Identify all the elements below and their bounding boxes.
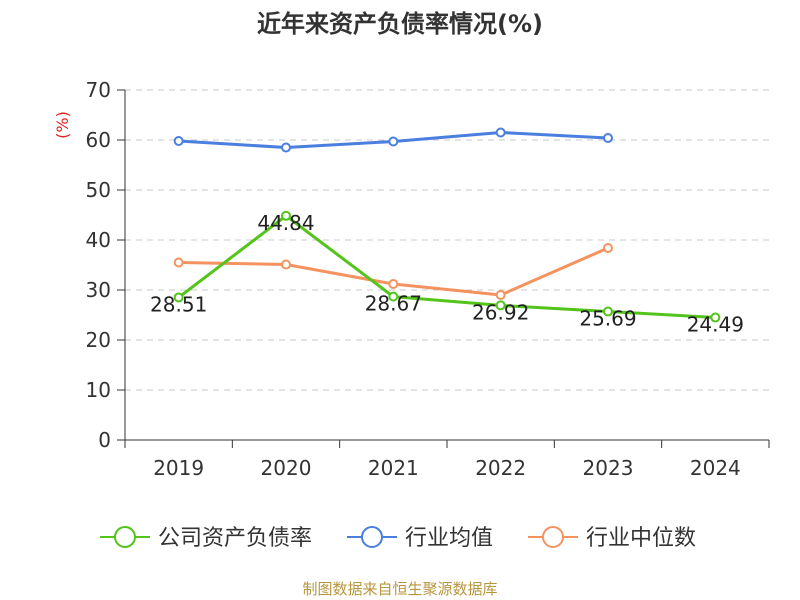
data-label: 28.51 — [150, 292, 207, 316]
data-point — [281, 259, 291, 270]
y-axis-label: (%) — [53, 111, 72, 139]
y-tick-label: 70 — [86, 78, 111, 102]
data-label: 24.49 — [687, 313, 744, 337]
data-point — [281, 210, 291, 221]
legend-marker — [542, 526, 564, 548]
data-label: 44.84 — [257, 211, 314, 235]
legend-label: 行业中位数 — [586, 526, 696, 551]
source-note: 制图数据来自恒生聚源数据库 — [302, 580, 498, 598]
y-tick-label: 10 — [86, 378, 111, 402]
data-point — [603, 243, 613, 253]
legend-marker — [361, 526, 383, 548]
series-line — [177, 214, 716, 320]
x-tick-label: 2022 — [475, 456, 526, 480]
x-tick-label: 2019 — [153, 456, 204, 480]
data-label: 25.69 — [579, 307, 636, 331]
data-label: 28.67 — [365, 292, 422, 316]
chart-title: 近年来资产负债率情况(%) — [257, 10, 543, 38]
data-point — [281, 142, 291, 153]
data-point — [173, 136, 184, 146]
data-point — [495, 290, 506, 300]
data-point — [388, 136, 399, 147]
legend-label: 公司资产负债率 — [158, 526, 312, 551]
data-point — [710, 312, 721, 323]
y-tick-label: 50 — [86, 178, 111, 202]
x-tick-label: 2024 — [690, 456, 741, 480]
data-point — [173, 257, 184, 268]
legend-label: 行业均值 — [405, 526, 493, 551]
y-tick-label: 20 — [86, 328, 111, 352]
data-point — [388, 279, 399, 289]
data-point — [603, 306, 613, 317]
data-label: 26.92 — [472, 300, 529, 324]
data-point — [495, 300, 506, 311]
y-tick-label: 30 — [86, 278, 111, 302]
x-tick-label: 2020 — [261, 456, 312, 480]
data-point — [603, 133, 613, 143]
data-point — [495, 127, 506, 138]
y-tick-label: 40 — [86, 228, 111, 252]
legend-marker — [114, 526, 136, 548]
data-point — [388, 291, 399, 302]
x-tick-label: 2023 — [583, 456, 634, 480]
y-tick-label: 60 — [86, 128, 111, 152]
x-tick-label: 2021 — [368, 456, 419, 480]
y-tick-label: 0 — [98, 428, 111, 452]
data-point — [173, 292, 184, 303]
